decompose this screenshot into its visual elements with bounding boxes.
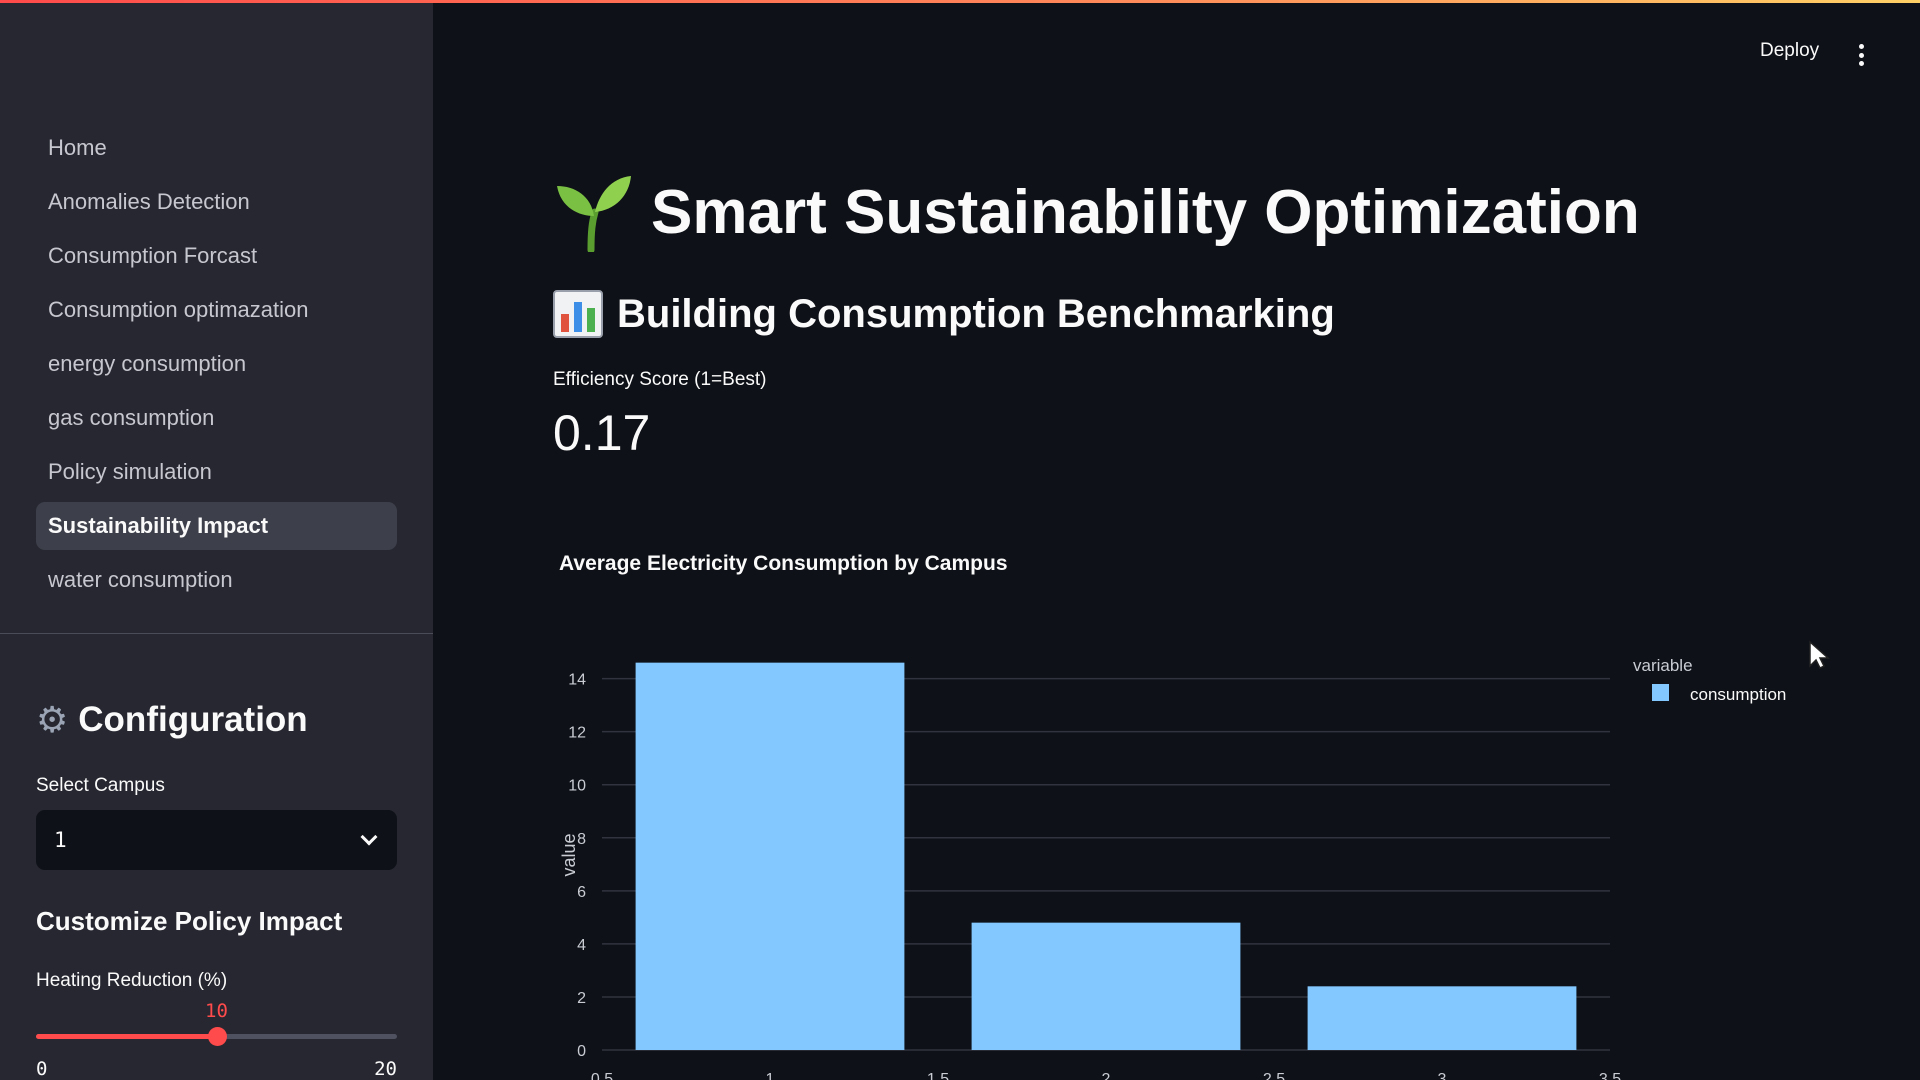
page-title: Smart Sustainability Optimization	[553, 172, 1640, 252]
legend-title: variable	[1633, 656, 1693, 675]
chart-title: Average Electricity Consumption by Campu…	[559, 552, 1008, 575]
metric-value: 0.17	[553, 405, 651, 461]
bar-chart-icon	[553, 290, 603, 338]
sidebar-item-label: energy consumption	[48, 351, 247, 376]
campus-select-value: 1	[54, 828, 67, 852]
x-tick-label: 2.5	[1263, 1071, 1285, 1080]
sidebar-item-label: water consumption	[48, 567, 233, 592]
sidebar-item-sustainability-impact[interactable]: Sustainability Impact	[36, 502, 397, 550]
section-heading: Building Consumption Benchmarking	[553, 290, 1335, 338]
legend-entry: consumption	[1690, 685, 1786, 704]
legend-swatch	[1652, 684, 1669, 701]
slider-fill	[36, 1034, 217, 1039]
configuration-heading: ⚙ Configuration	[36, 700, 308, 740]
y-tick-label: 2	[577, 990, 586, 1007]
sidebar-item-energy-consumption[interactable]: energy consumption	[36, 340, 397, 388]
sidebar-item-label: Sustainability Impact	[48, 513, 269, 538]
slider-thumb[interactable]	[207, 1027, 227, 1046]
slider-max-label: 20	[374, 1058, 397, 1080]
sidebar-item-policy-simulation[interactable]: Policy simulation	[36, 448, 397, 496]
sidebar-item-anomalies-detection[interactable]: Anomalies Detection	[36, 178, 397, 226]
sidebar-item-consumption-forcast[interactable]: Consumption Forcast	[36, 232, 397, 280]
policy-impact-heading: Customize Policy Impact	[36, 906, 343, 936]
y-tick-label: 0	[577, 1043, 586, 1060]
sidebar-nav: Home Anomalies Detection Consumption For…	[36, 124, 397, 610]
y-tick-label: 6	[577, 884, 586, 901]
sidebar-item-gas-consumption[interactable]: gas consumption	[36, 394, 397, 442]
y-tick-label: 10	[568, 778, 586, 795]
sidebar-item-water-consumption[interactable]: water consumption	[36, 556, 397, 604]
sidebar-item-label: gas consumption	[48, 405, 215, 430]
x-tick-label: 1.5	[927, 1071, 949, 1080]
sidebar-item-label: Anomalies Detection	[48, 189, 250, 214]
sidebar: Home Anomalies Detection Consumption For…	[0, 0, 433, 1080]
campus-select[interactable]: 1	[36, 810, 397, 870]
page-title-text: Smart Sustainability Optimization	[651, 177, 1640, 247]
top-decoration-bar	[0, 0, 1920, 3]
slider-min-label: 0	[36, 1058, 48, 1080]
chevron-down-icon	[360, 828, 378, 846]
slider-current-value: 10	[205, 1000, 228, 1022]
x-tick-label: 2	[1102, 1071, 1111, 1080]
bar	[635, 662, 905, 1050]
y-tick-label: 4	[577, 937, 586, 954]
sidebar-divider	[0, 633, 433, 634]
bar	[971, 922, 1241, 1050]
sidebar-item-label: Consumption optimazation	[48, 297, 309, 322]
y-tick-label: 14	[568, 672, 586, 689]
sidebar-item-home[interactable]: Home	[36, 124, 397, 172]
mouse-cursor-icon	[1809, 640, 1830, 670]
sidebar-item-label: Consumption Forcast	[48, 243, 258, 268]
more-options-icon[interactable]	[1856, 44, 1866, 66]
section-heading-text: Building Consumption Benchmarking	[617, 291, 1335, 336]
consumption-bar-chart: 0 2 4 6 8 10 12 14 0.5 1 1.5 2 2.5 3 3.5 value variable c…	[559, 656, 1786, 1080]
sidebar-item-label: Policy simulation	[48, 459, 212, 484]
configuration-title: Configuration	[78, 700, 308, 739]
y-axis-label: value	[559, 833, 579, 876]
y-tick-label: 12	[568, 725, 586, 742]
x-tick-label: 0.5	[591, 1071, 613, 1080]
heating-reduction-label: Heating Reduction (%)	[36, 970, 228, 991]
metric-label: Efficiency Score (1=Best)	[553, 369, 767, 390]
seedling-icon	[557, 176, 631, 252]
deploy-button[interactable]: Deploy	[1760, 40, 1820, 61]
bar	[1307, 986, 1577, 1050]
gear-icon: ⚙	[36, 699, 69, 740]
campus-select-label: Select Campus	[36, 775, 165, 796]
heating-reduction-slider[interactable]: 10 0 20	[36, 1000, 397, 1080]
sidebar-item-consumption-optimazation[interactable]: Consumption optimazation	[36, 286, 397, 334]
sidebar-item-label: Home	[48, 135, 107, 160]
y-tick-label: 8	[577, 831, 586, 848]
x-tick-label: 1	[766, 1071, 775, 1080]
x-tick-label: 3	[1438, 1071, 1447, 1080]
x-tick-label: 3.5	[1599, 1071, 1621, 1080]
